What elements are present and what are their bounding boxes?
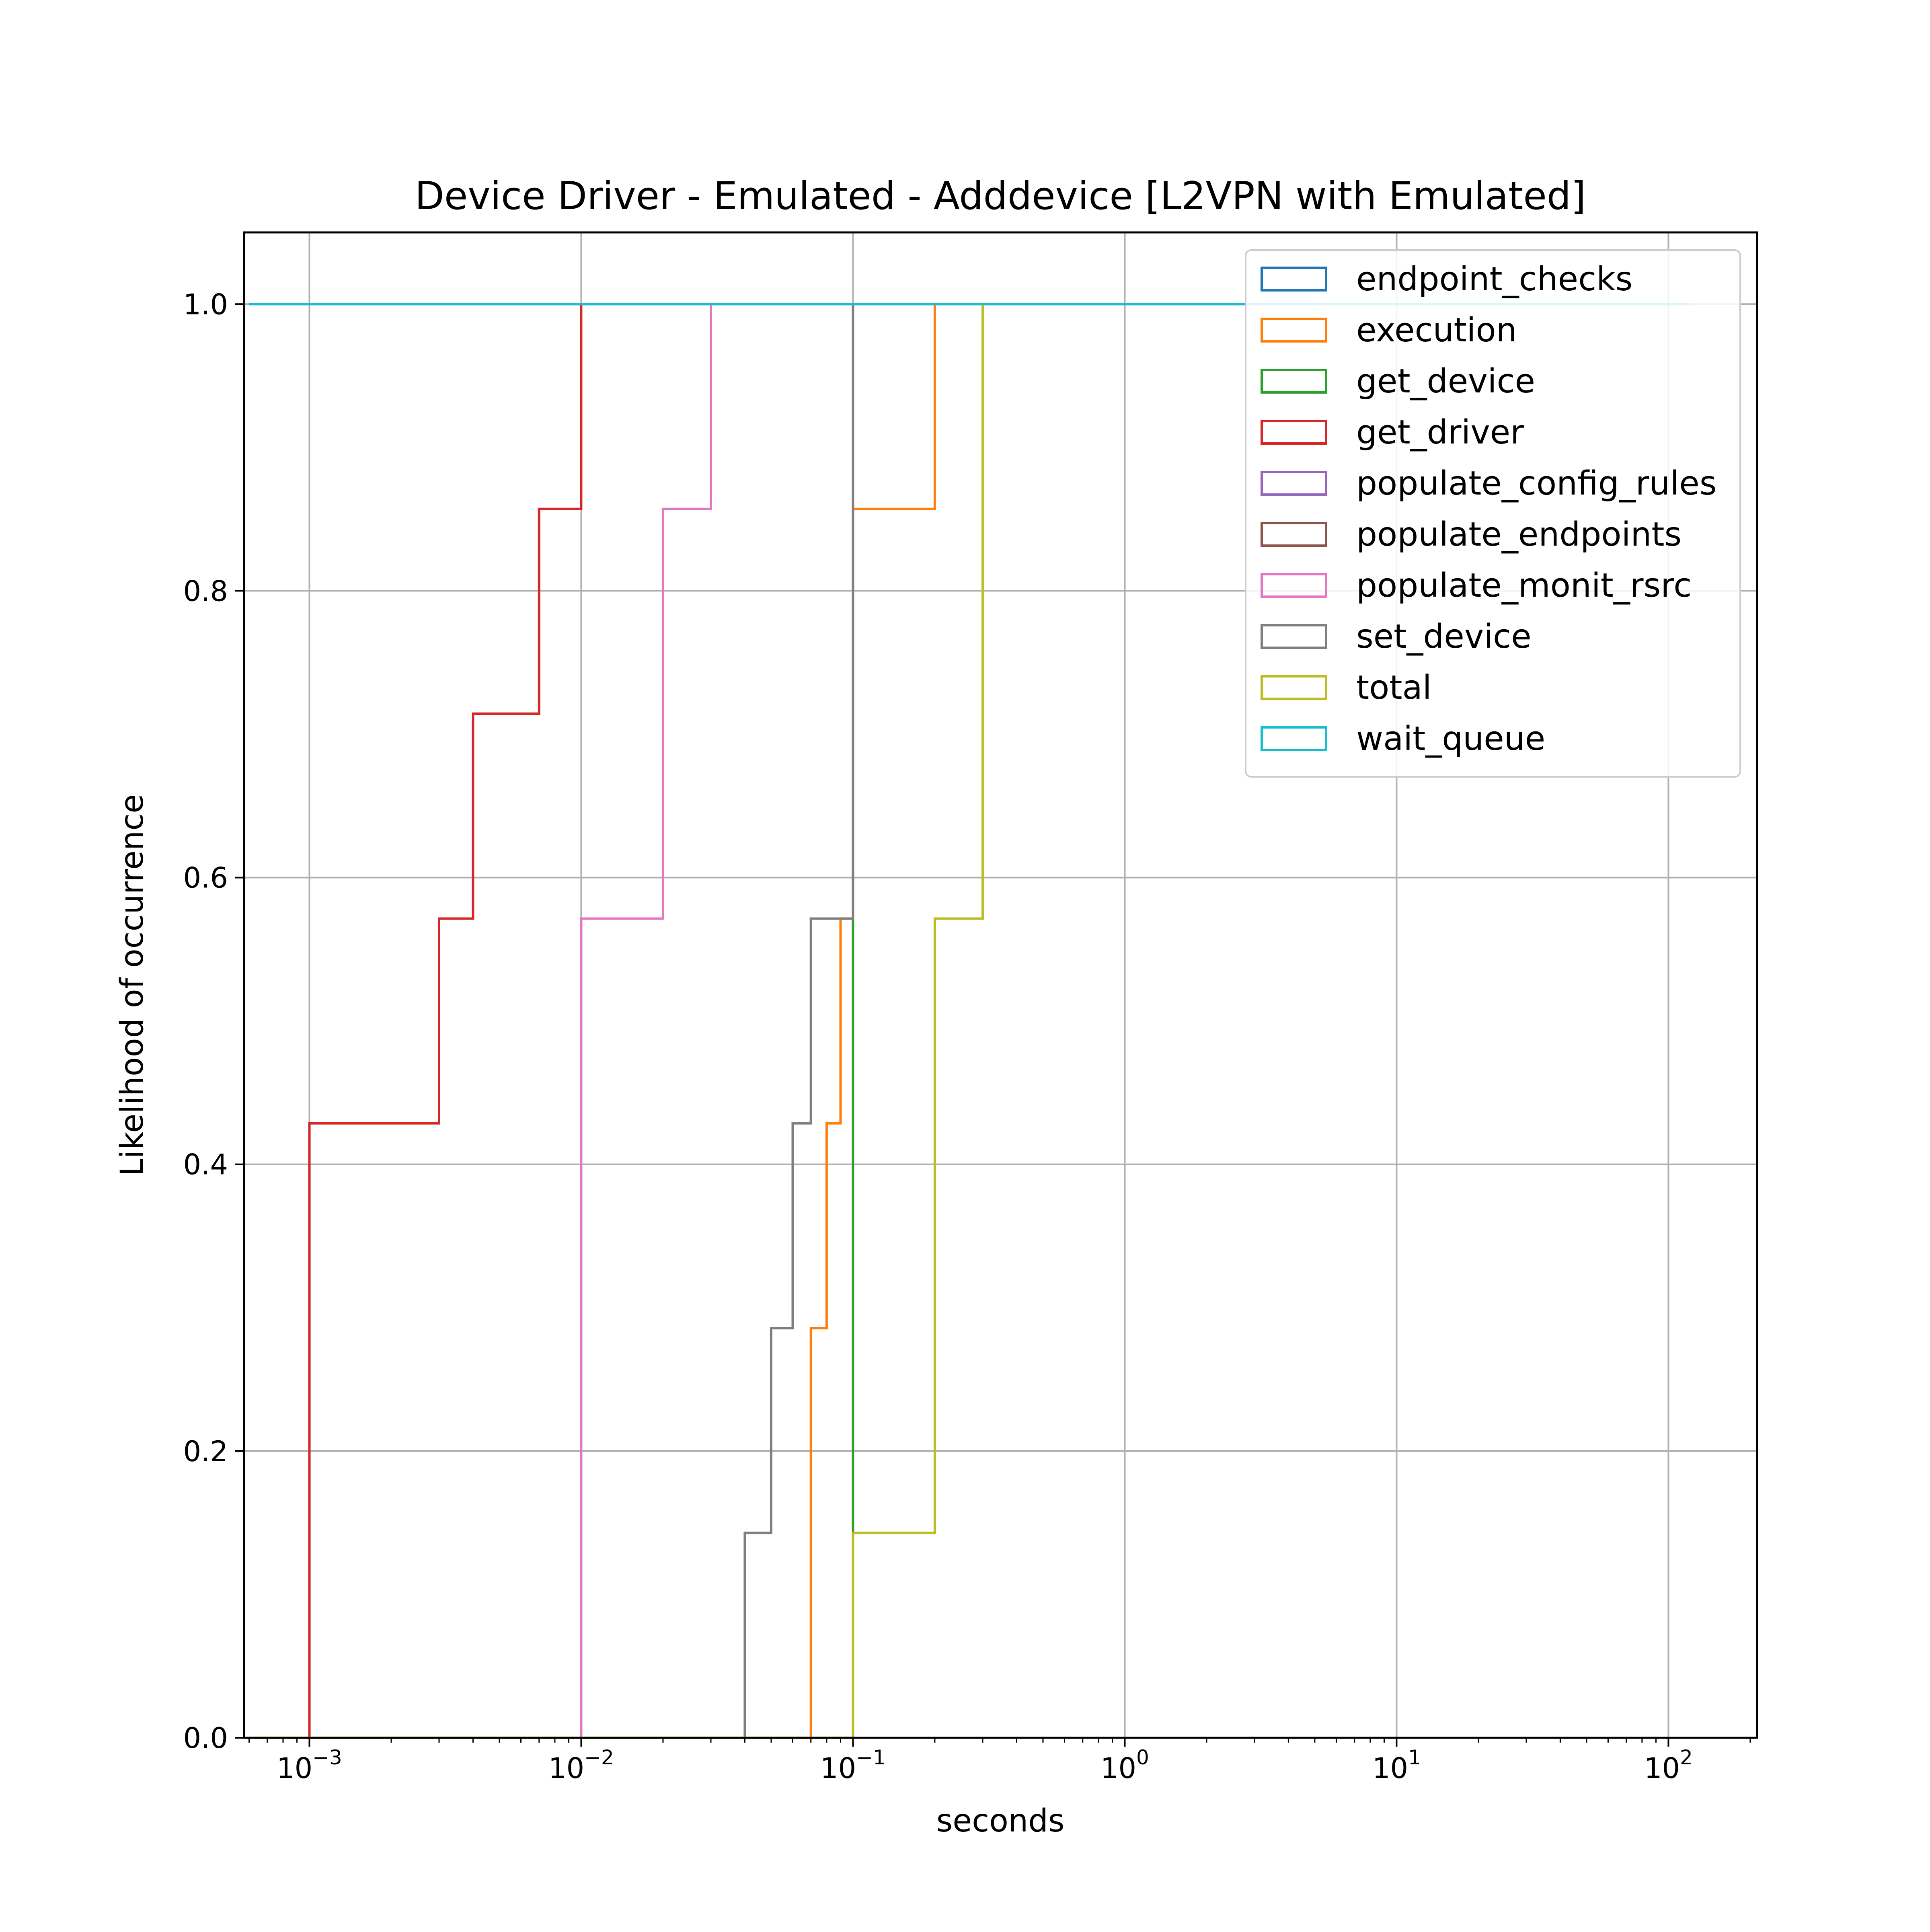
x-tick-base: 10: [548, 1752, 584, 1785]
legend-label: get_driver: [1356, 413, 1524, 452]
series-execution: [249, 304, 936, 1739]
x-tick-base: 10: [1372, 1752, 1408, 1785]
legend-label: total: [1356, 669, 1432, 707]
x-tick-exponent: −1: [856, 1746, 886, 1769]
chart-title: Device Driver - Emulated - Adddevice [L2…: [415, 174, 1586, 218]
x-tick-base: 10: [1101, 1752, 1136, 1785]
legend-label: populate_monit_rsrc: [1356, 567, 1692, 605]
x-tick-label: 102: [1644, 1746, 1693, 1785]
x-tick-base: 10: [277, 1752, 312, 1785]
series-get-driver: [308, 304, 583, 1738]
legend-label: get_device: [1356, 362, 1535, 400]
legend-label: populate_endpoints: [1356, 515, 1682, 554]
y-tick-label: 0.6: [183, 862, 228, 895]
x-tick-exponent: 1: [1408, 1746, 1421, 1769]
x-tick-exponent: −2: [584, 1746, 614, 1769]
x-tick-base: 10: [1644, 1752, 1680, 1785]
x-axis-label: seconds: [936, 1803, 1065, 1839]
legend: endpoint_checks execution get_device get_dr…: [1245, 249, 1741, 778]
legend-label: set_device: [1356, 618, 1532, 656]
legend-label: endpoint_checks: [1356, 260, 1632, 298]
legend-swatch-execution: [1261, 318, 1327, 343]
series-populate-monit-rsrc: [580, 304, 712, 1738]
legend-swatch-populate-config-rules: [1261, 471, 1327, 496]
x-tick-base: 10: [820, 1752, 856, 1785]
legend-label: wait_queue: [1356, 720, 1545, 758]
legend-swatch-total: [1261, 675, 1327, 700]
x-tick-label: 10−3: [277, 1746, 342, 1785]
y-tick-label: 0.0: [183, 1722, 228, 1755]
x-tick-label: 10−1: [820, 1746, 886, 1785]
x-tick-label: 100: [1101, 1746, 1149, 1785]
x-tick-label: 10−2: [548, 1746, 614, 1785]
legend-swatch-populate-endpoints: [1261, 522, 1327, 547]
y-tick-label: 1.0: [183, 288, 228, 321]
y-tick-label: 0.8: [183, 575, 228, 608]
legend-swatch-get-driver: [1261, 420, 1327, 445]
y-tick-label: 0.2: [183, 1435, 228, 1468]
legend-swatch-set-device: [1261, 624, 1327, 649]
legend-swatch-endpoint-checks: [1261, 267, 1327, 292]
x-tick-exponent: 2: [1680, 1746, 1693, 1769]
legend-swatch-get-device: [1261, 369, 1327, 394]
x-tick-exponent: −3: [312, 1746, 342, 1769]
legend-swatch-populate-monit-rsrc: [1261, 573, 1327, 598]
x-tick-exponent: 0: [1136, 1746, 1149, 1769]
y-axis-label: Likelihood of occurrence: [114, 794, 150, 1176]
y-tick-label: 0.4: [183, 1148, 228, 1181]
series-set-device: [743, 304, 854, 1738]
x-tick-label: 101: [1372, 1746, 1421, 1785]
legend-swatch-wait-queue: [1261, 726, 1327, 751]
legend-label: populate_config_rules: [1356, 464, 1716, 503]
plot-area-frame: [243, 231, 1758, 1739]
legend-label: execution: [1356, 311, 1517, 349]
legend-box: [1245, 249, 1741, 778]
